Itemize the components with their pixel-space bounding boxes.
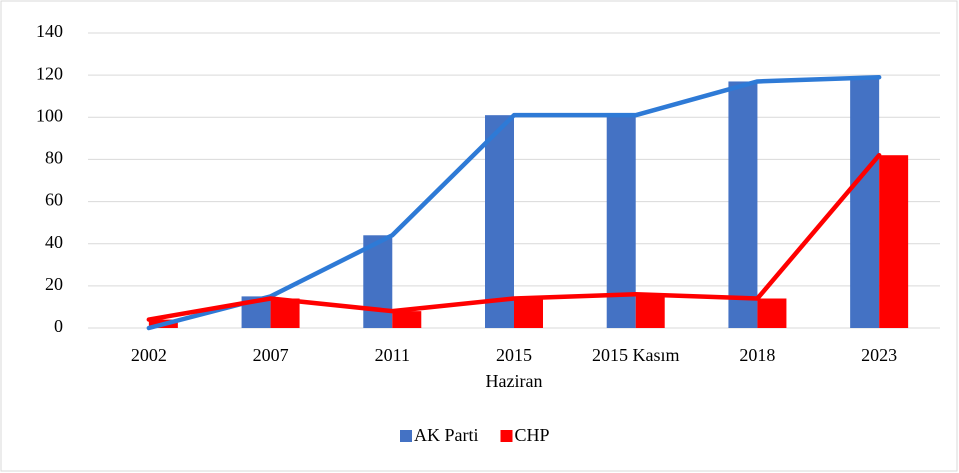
x-tick-label: 2007 (253, 345, 289, 365)
x-tick-label: 2002 (131, 345, 167, 365)
legend-label: AK Parti (414, 425, 479, 445)
y-tick-label: 40 (45, 232, 63, 252)
line (146, 152, 882, 322)
x-tick-label: 2015 (496, 345, 532, 365)
bar (635, 294, 665, 328)
y-tick-label: 100 (36, 105, 63, 125)
y-tick-label: 60 (45, 190, 63, 210)
x-tick-label: 2023 (861, 345, 897, 365)
bar (392, 311, 422, 328)
bar (485, 115, 514, 328)
bar (514, 298, 543, 328)
bar (879, 155, 909, 328)
bar (757, 298, 787, 328)
y-tick-label: 140 (36, 21, 63, 41)
legend-swatch (500, 430, 513, 442)
legend-swatch (400, 430, 412, 442)
bar (728, 81, 758, 328)
x-tick-label: 2011 (375, 345, 410, 365)
bar (270, 298, 300, 328)
x-tick-label: 2018 (739, 345, 775, 365)
y-tick-label: 120 (36, 63, 63, 83)
y-tick-label: 80 (45, 148, 63, 168)
y-tick-label: 0 (54, 316, 63, 336)
x-tick-label: Haziran (486, 371, 543, 391)
bar (850, 77, 880, 328)
y-tick-label: 20 (45, 274, 63, 294)
x-tick-label: 2015 Kasım (592, 345, 680, 365)
legend-label: CHP (515, 425, 550, 445)
